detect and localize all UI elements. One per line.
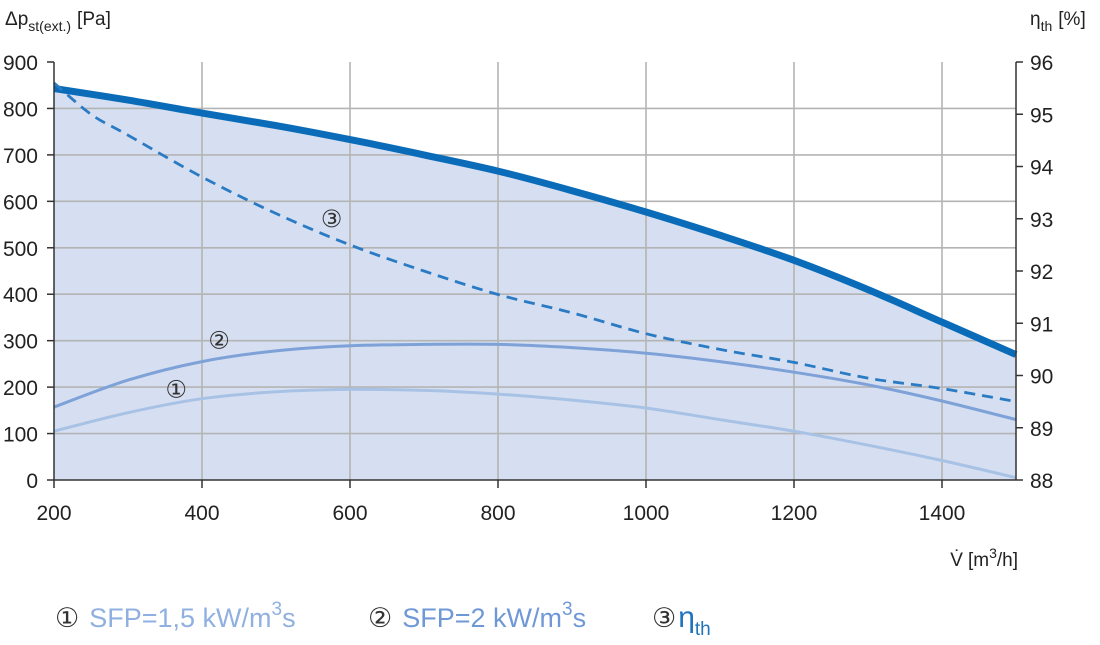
legend-marker: ① (55, 603, 79, 634)
y2-tick-label: 96 (1030, 52, 1053, 75)
legend-marker: ③ (652, 603, 676, 634)
x-axis-title: V̇ [m3/h] (950, 545, 1018, 571)
curve-max (53, 85, 1018, 358)
y2-tick-label: 89 (1030, 418, 1053, 441)
y2-tick-label: 88 (1030, 470, 1053, 493)
x-tick-label: 800 (480, 502, 515, 525)
legend-marker: ② (368, 603, 392, 634)
legend-item-sfp1: ① SFP=1,5 kW/m3s (55, 599, 296, 634)
curve-sfp1 (53, 387, 1017, 480)
x-tick-label: 200 (36, 502, 71, 525)
y-tick-label: 900 (3, 52, 38, 75)
operating-area-fill (54, 88, 1016, 480)
legend-item-sfp2: ② SFP=2 kW/m3s (368, 599, 586, 634)
y-tick-label: 800 (3, 98, 38, 121)
y2-tick-label: 91 (1030, 313, 1053, 336)
y-tick-label: 600 (3, 191, 38, 214)
y2-axis-title: ηth [%] (1030, 9, 1086, 34)
x-tick-label: 600 (332, 502, 367, 525)
y-tick-label: 700 (3, 145, 38, 168)
y-tick-label: 100 (3, 424, 38, 447)
x-tick-label: 400 (184, 502, 219, 525)
grid-lines (54, 62, 1016, 480)
x-tick-label: 1400 (919, 502, 966, 525)
y2-tick-label: 92 (1030, 261, 1053, 284)
y-tick-label: 400 (3, 284, 38, 307)
curve-marker-eta: ③ (321, 205, 343, 233)
y-axis-title: Δpst(ext.) [Pa] (5, 9, 111, 34)
x-tick-label: 1200 (771, 502, 818, 525)
tick-labels: 200 400 600 800 1000 1200 1400 0 100 200 300 400 500… (3, 52, 1054, 525)
curve-markers: ①② ③ (165, 205, 342, 404)
y-tick-label: 300 (3, 331, 38, 354)
curve-eta (53, 81, 1017, 403)
curve-marker-sfp1: ① (165, 375, 187, 403)
y-tick-label: 200 (3, 377, 38, 400)
y2-tick-label: 94 (1030, 157, 1054, 180)
curves (53, 81, 1018, 480)
curve-marker-sfp2: ② (208, 327, 230, 355)
operating-area (54, 88, 1016, 480)
y2-tick-label: 93 (1030, 209, 1053, 232)
legend-item-eta: ③ηth (652, 601, 711, 640)
y2-tick-label: 90 (1030, 366, 1053, 389)
legend: ① SFP=1,5 kW/m3s ② SFP=2 kW/m3s ③ηth (55, 599, 711, 640)
y2-tick-label: 95 (1030, 104, 1053, 127)
y-tick-label: 0 (26, 470, 38, 493)
curve-sfp2 (53, 342, 1017, 422)
y-tick-label: 500 (3, 238, 38, 261)
x-tick-label: 1000 (623, 502, 670, 525)
